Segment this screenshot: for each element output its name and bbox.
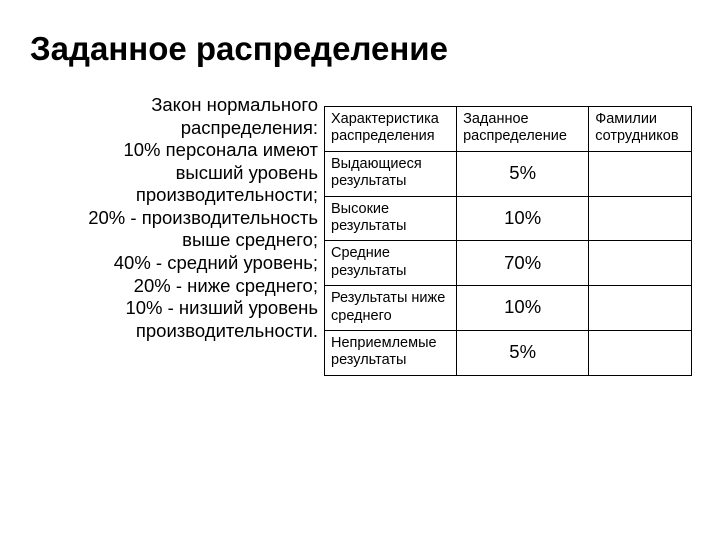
left-line-8: 40% - средний уровень; — [114, 252, 318, 273]
value-text: 70% — [504, 252, 541, 273]
left-text-block: Закон нормального распределения: 10% пер… — [28, 90, 318, 342]
table-cell-value: 5% — [457, 330, 589, 375]
table-cell-value: 70% — [457, 241, 589, 286]
table-header-names: Фамилии сотрудников — [589, 107, 692, 152]
table-row: Результаты ниже среднего 10% — [325, 286, 692, 331]
table-row: Неприемлемые результаты 5% — [325, 330, 692, 375]
left-line-3: 10% персонала имеют — [123, 139, 318, 160]
left-line-6: 20% - производительность — [88, 207, 318, 228]
right-table-block: Характеристика распределения Заданное ра… — [324, 90, 692, 376]
table-cell-label: Выдающиеся результаты — [325, 151, 457, 196]
table-cell-label: Высокие результаты — [325, 196, 457, 241]
table-cell-names — [589, 286, 692, 331]
left-paragraph: Закон нормального распределения: 10% пер… — [28, 94, 318, 342]
slide-title: Заданное распределение — [30, 30, 692, 68]
table-cell-value: 10% — [457, 196, 589, 241]
table-cell-value: 10% — [457, 286, 589, 331]
table-row: Средние результаты 70% — [325, 241, 692, 286]
value-text: 5% — [509, 162, 536, 183]
left-line-1: Закон нормального — [151, 94, 318, 115]
left-line-11: производительности. — [136, 320, 318, 341]
table-cell-label: Результаты ниже среднего — [325, 286, 457, 331]
value-text: 10% — [504, 207, 541, 228]
left-line-5: производительности; — [136, 184, 318, 205]
table-cell-names — [589, 196, 692, 241]
table-cell-names — [589, 151, 692, 196]
table-cell-value: 5% — [457, 151, 589, 196]
table-cell-names — [589, 330, 692, 375]
table-header-row: Характеристика распределения Заданное ра… — [325, 107, 692, 152]
left-line-9: 20% - ниже среднего; — [134, 275, 318, 296]
left-line-10: 10% - низший уровень — [125, 297, 318, 318]
table-cell-names — [589, 241, 692, 286]
distribution-table: Характеристика распределения Заданное ра… — [324, 106, 692, 376]
table-row: Высокие результаты 10% — [325, 196, 692, 241]
left-line-2: распределения: — [181, 117, 318, 138]
table-header-characteristic: Характеристика распределения — [325, 107, 457, 152]
table-cell-label: Неприемлемые результаты — [325, 330, 457, 375]
left-line-7: выше среднего; — [182, 229, 318, 250]
value-text: 5% — [509, 341, 536, 362]
table-cell-label: Средние результаты — [325, 241, 457, 286]
table-row: Выдающиеся результаты 5% — [325, 151, 692, 196]
table-header-distribution: Заданное распределение — [457, 107, 589, 152]
value-text: 10% — [504, 296, 541, 317]
left-line-4: высший уровень — [176, 162, 318, 183]
content-row: Закон нормального распределения: 10% пер… — [28, 90, 692, 376]
